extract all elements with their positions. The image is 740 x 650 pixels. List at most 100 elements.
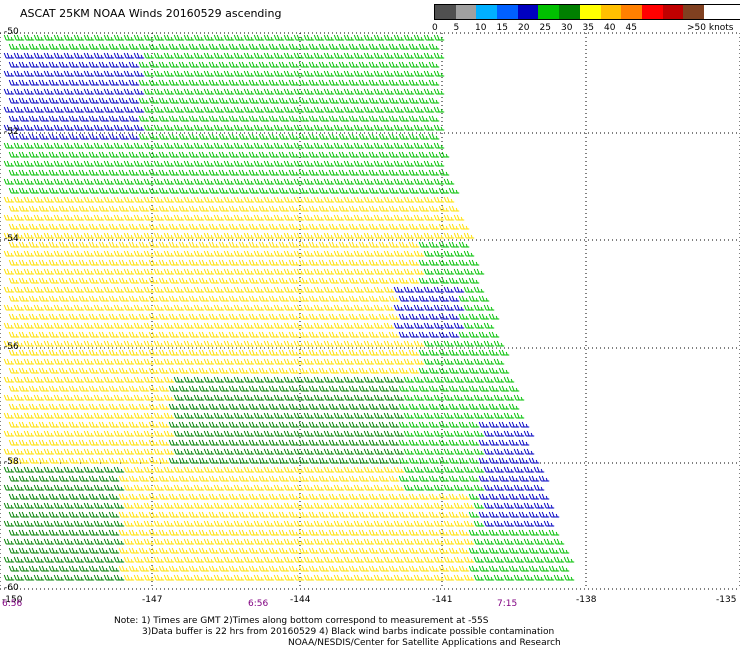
wind-barb [428, 529, 440, 536]
wind-barb [303, 178, 315, 185]
wind-barb [383, 448, 395, 455]
wind-barb [403, 250, 415, 257]
wind-barb [23, 124, 35, 131]
wind-barb [143, 34, 155, 41]
wind-barb [428, 403, 440, 410]
wind-barb [103, 448, 115, 455]
wind-barb [273, 52, 285, 59]
wind-barb [43, 394, 55, 401]
wind-barb [388, 115, 400, 122]
wind-barb [338, 529, 350, 536]
wind-barb [63, 70, 75, 77]
wind-barb [238, 43, 250, 50]
wind-barb [288, 205, 300, 212]
wind-barb [143, 340, 155, 347]
wind-barb [178, 97, 190, 104]
wind-barb [418, 223, 430, 230]
wind-barb [358, 511, 370, 518]
wind-barb [173, 538, 185, 545]
wind-barb [158, 529, 170, 536]
wind-barb [38, 349, 50, 356]
wind-barb [268, 259, 280, 266]
wind-barb [3, 214, 15, 221]
wind-barb [523, 574, 535, 581]
wind-barb [318, 241, 330, 248]
wind-barb [313, 574, 325, 581]
wind-barb [188, 205, 200, 212]
wind-barb [328, 457, 340, 464]
wind-barb [233, 160, 245, 167]
wind-barb [383, 70, 395, 77]
wind-barb [18, 475, 30, 482]
wind-barb [198, 61, 210, 68]
wind-barb [303, 88, 315, 95]
wind-barb [218, 97, 230, 104]
wind-barb [328, 439, 340, 446]
wind-barb [498, 547, 510, 554]
wind-barb [403, 556, 415, 563]
wind-barb [288, 295, 300, 302]
wind-barb [518, 547, 530, 554]
wind-barb [68, 385, 80, 392]
wind-barb [483, 520, 495, 527]
wind-barb [163, 574, 175, 581]
wind-barb [448, 421, 460, 428]
wind-barb [388, 331, 400, 338]
wind-barb [208, 493, 220, 500]
wind-barb [438, 385, 450, 392]
wind-barb [73, 412, 85, 419]
wind-barb [263, 250, 275, 257]
wind-barb [188, 97, 200, 104]
wind-barb [478, 385, 490, 392]
wind-barb [33, 430, 45, 437]
legend-tick-label: 0 [432, 23, 438, 33]
wind-barb [138, 457, 150, 464]
wind-barb [488, 367, 500, 374]
wind-barb [333, 142, 345, 149]
wind-barb [463, 232, 475, 239]
wind-barb [78, 547, 90, 554]
wind-barb [48, 439, 60, 446]
wind-barb [503, 448, 515, 455]
wind-barb [168, 457, 180, 464]
wind-barb [293, 520, 305, 527]
wind-barb [298, 331, 310, 338]
wind-barb [93, 250, 105, 257]
wind-barb [288, 115, 300, 122]
wind-barb [93, 358, 105, 365]
wind-barb [273, 88, 285, 95]
wind-barb [128, 313, 140, 320]
wind-barb [143, 142, 155, 149]
wind-barb [128, 133, 140, 140]
wind-barb [498, 349, 510, 356]
wind-barb [173, 268, 185, 275]
wind-barb [533, 520, 545, 527]
wind-barb [248, 241, 260, 248]
wind-barb [283, 556, 295, 563]
wind-barb [263, 520, 275, 527]
wind-barb [268, 169, 280, 176]
wind-barb [243, 340, 255, 347]
wind-barb [418, 133, 430, 140]
wind-barb [413, 466, 425, 473]
wind-barb [363, 538, 375, 545]
wind-barb [388, 565, 400, 572]
wind-barb [278, 367, 290, 374]
wind-barb [63, 574, 75, 581]
wind-barb [313, 34, 325, 41]
wind-barb [473, 286, 485, 293]
wind-barb [168, 295, 180, 302]
wind-barb [428, 43, 440, 50]
wind-barb [303, 322, 315, 329]
wind-barb [138, 241, 150, 248]
wind-barb [413, 484, 425, 491]
wind-barb [343, 448, 355, 455]
wind-barb [98, 277, 110, 284]
wind-barb [288, 547, 300, 554]
wind-barb [318, 565, 330, 572]
wind-barb [68, 313, 80, 320]
wind-barb [368, 295, 380, 302]
wind-barb [143, 538, 155, 545]
wind-barb [353, 70, 365, 77]
